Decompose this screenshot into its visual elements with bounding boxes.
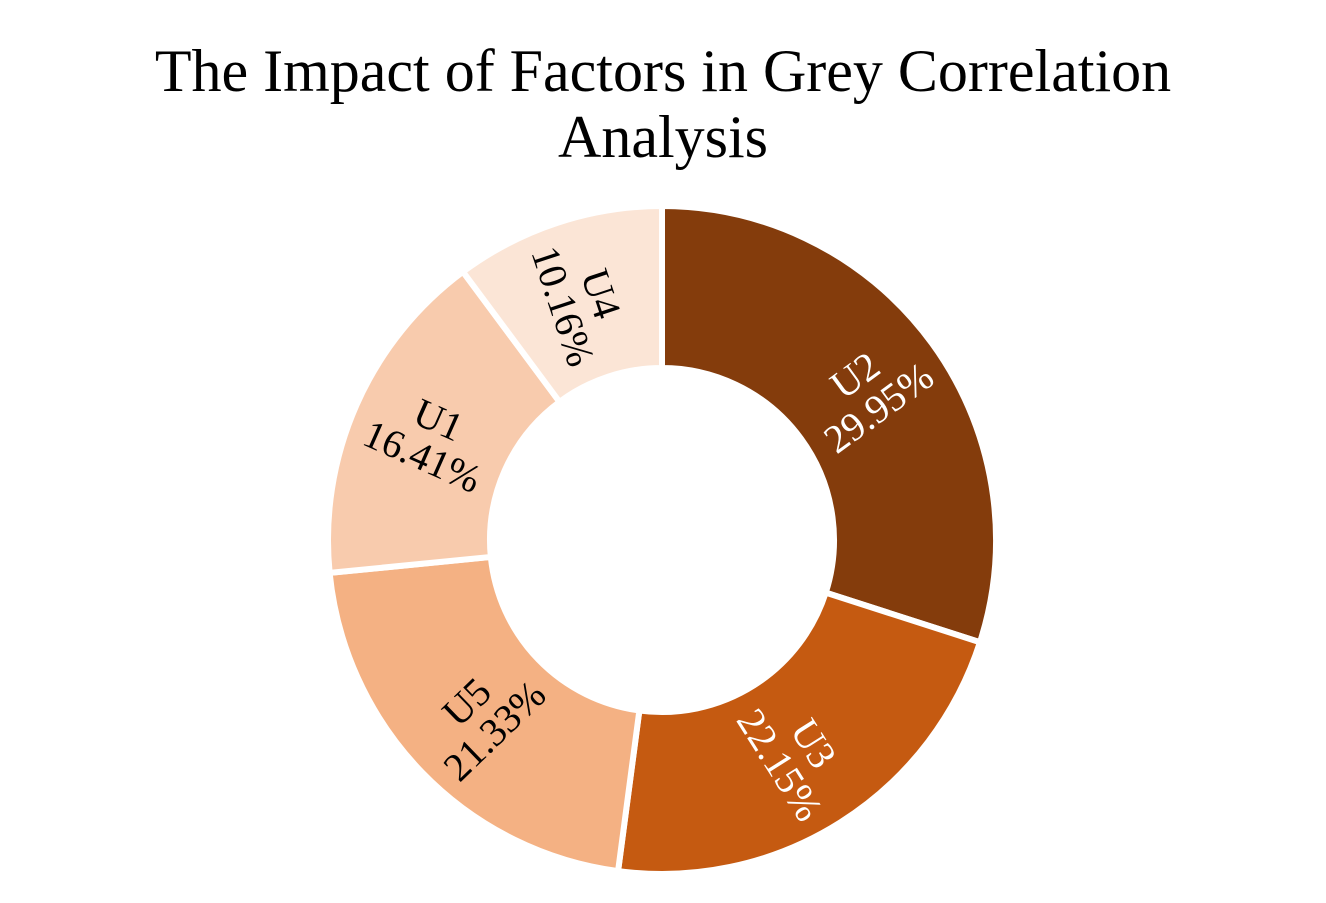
chart-title-line-1: The Impact of Factors in Grey Correlatio… — [154, 38, 1172, 104]
slices-layer — [325, 202, 999, 877]
slice-u1 — [325, 267, 564, 577]
chart-title-line-2: Analysis — [558, 104, 768, 170]
chart-title: The Impact of Factors in Grey Correlatio… — [0, 38, 1326, 170]
slice-u4 — [458, 202, 665, 407]
slice-u2 — [659, 202, 999, 646]
slice-u3 — [614, 588, 984, 877]
slice-u5 — [326, 553, 643, 875]
